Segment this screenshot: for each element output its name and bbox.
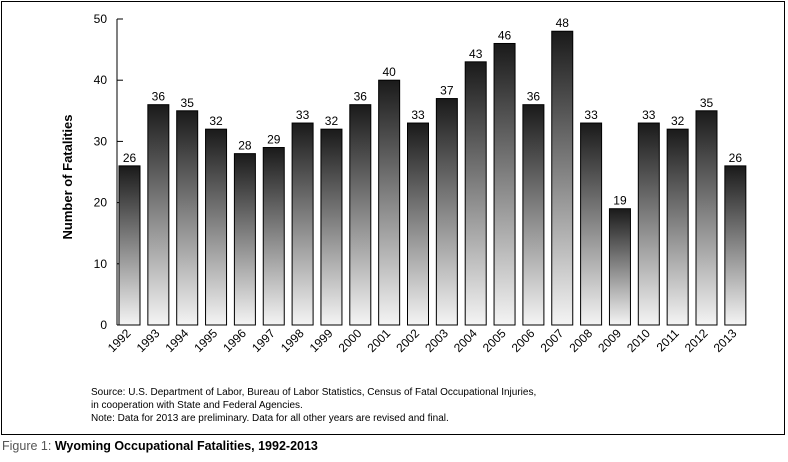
figure-caption: Figure 1: Wyoming Occupational Fatalitie… <box>2 439 318 453</box>
bar-data-label: 36 <box>152 90 166 104</box>
source-line-1: Source: U.S. Department of Labor, Bureau… <box>91 387 537 398</box>
bar <box>695 110 718 326</box>
x-tick-label: 2008 <box>566 326 595 355</box>
bar <box>262 147 285 326</box>
x-tick-label: 1998 <box>278 326 307 355</box>
x-tick-label: 2003 <box>422 326 451 355</box>
y-tick-label: 0 <box>100 318 107 332</box>
y-axis: 0 10 20 30 40 50 <box>94 12 123 332</box>
y-tick-label: 40 <box>94 73 108 87</box>
bar <box>666 128 689 326</box>
x-tick-label: 2010 <box>624 326 653 355</box>
bar-data-label: 29 <box>267 133 281 147</box>
x-tick-label: 1993 <box>134 326 163 355</box>
x-axis-tick-labels: 1992 1993 1994 1995 1996 1997 1998 1999 2000 2001… <box>105 326 740 355</box>
x-tick-label: 2005 <box>480 326 509 355</box>
y-tick-label: 10 <box>94 257 108 271</box>
x-tick-label: 2012 <box>682 326 711 355</box>
bar-data-label: 32 <box>209 114 223 128</box>
bar-chart: 0 10 20 30 40 50 26 36 35 32 28 29 33 32 36 40 33 37 43 46… <box>60 12 747 355</box>
bar-data-label: 37 <box>440 84 454 98</box>
bar <box>522 104 545 326</box>
x-tick-label: 1995 <box>191 326 220 355</box>
bar-data-label: 33 <box>296 108 310 122</box>
caption-label: Figure 1: <box>2 439 52 453</box>
figure-frame: 0 10 20 30 40 50 26 36 35 32 28 29 33 32 36 40 33 37 43 46… <box>1 1 785 435</box>
x-tick-label: 2007 <box>538 326 567 355</box>
bar-data-label: 26 <box>123 151 137 165</box>
bar-data-label: 36 <box>354 90 368 104</box>
bar <box>349 104 372 326</box>
bar <box>608 208 631 326</box>
x-tick-label: 2001 <box>364 326 393 355</box>
y-axis-label: Number of Fatalities <box>60 115 75 240</box>
x-tick-label: 1999 <box>307 326 336 355</box>
bar-data-label: 35 <box>700 96 714 110</box>
bar-data-label: 28 <box>238 139 252 153</box>
bar-data-label: 32 <box>671 114 685 128</box>
x-tick-label: 1994 <box>163 326 192 355</box>
bar <box>551 30 574 326</box>
bar <box>580 122 603 326</box>
bar <box>291 122 314 326</box>
bar <box>176 110 199 326</box>
bar <box>205 128 228 326</box>
x-tick-label: 1996 <box>220 326 249 355</box>
x-tick-label: 2002 <box>393 326 422 355</box>
bar <box>724 165 747 326</box>
bar <box>493 42 516 326</box>
x-tick-label: 2000 <box>336 326 365 355</box>
bar <box>464 61 487 326</box>
bar <box>378 79 401 326</box>
bar <box>147 104 170 326</box>
x-tick-label: 2006 <box>509 326 538 355</box>
y-tick-label: 20 <box>94 196 108 210</box>
bar-data-label: 36 <box>527 90 541 104</box>
bar <box>435 98 458 326</box>
y-tick-label: 30 <box>94 134 108 148</box>
data-labels: 26 36 35 32 28 29 33 32 36 40 33 37 43 46 36 48 33 19 33 32… <box>123 16 743 207</box>
x-tick-label: 1997 <box>249 326 278 355</box>
bar-data-label: 40 <box>382 65 396 79</box>
bar <box>637 122 660 326</box>
x-tick-label: 2011 <box>654 326 682 354</box>
x-tick-label: 2004 <box>451 326 480 355</box>
bar-data-label: 48 <box>556 16 570 30</box>
bar <box>118 165 141 326</box>
bar <box>407 122 429 326</box>
x-tick-label: 1992 <box>105 326 134 355</box>
bar <box>233 153 256 326</box>
bar-data-label: 33 <box>411 108 425 122</box>
bar-data-label: 32 <box>325 114 339 128</box>
bar-data-label: 35 <box>181 96 195 110</box>
bar <box>320 128 343 326</box>
caption-title: Wyoming Occupational Fatalities, 1992-20… <box>54 439 318 453</box>
bar-data-label: 33 <box>584 108 598 122</box>
note-line: Note: Data for 2013 are preliminary. Dat… <box>91 413 449 424</box>
bar-data-label: 19 <box>613 194 627 208</box>
bar-data-label: 43 <box>469 47 483 61</box>
bar-series <box>118 30 747 326</box>
x-tick-label: 2009 <box>595 326 624 355</box>
x-tick-label: 2013 <box>711 326 740 355</box>
bar-data-label: 33 <box>642 108 656 122</box>
y-tick-label: 50 <box>94 12 108 26</box>
bar-data-label: 26 <box>729 151 743 165</box>
bar-data-label: 46 <box>498 28 512 42</box>
source-line-2: in cooperation with State and Federal Ag… <box>91 400 303 411</box>
